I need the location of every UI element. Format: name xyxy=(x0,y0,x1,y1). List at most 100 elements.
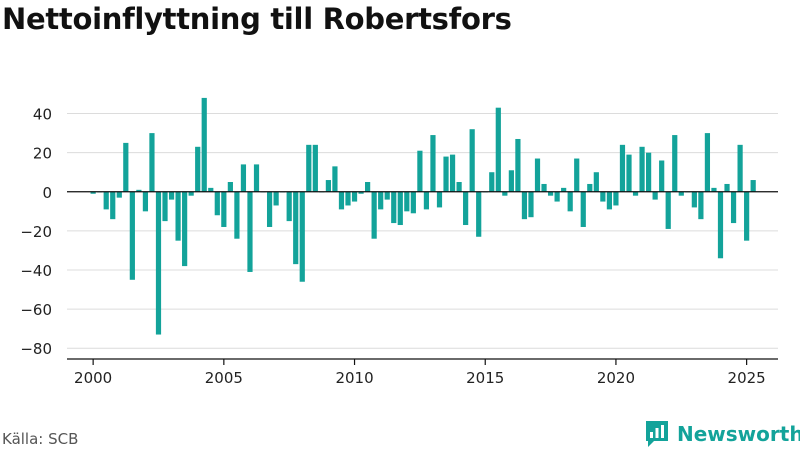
bar xyxy=(515,138,521,192)
x-tick-label: 2025 xyxy=(728,369,766,387)
bar xyxy=(744,191,750,241)
bar xyxy=(332,166,338,192)
bar xyxy=(306,144,312,192)
bar xyxy=(378,191,384,210)
y-tick-label: 20 xyxy=(33,145,52,163)
x-tick-label: 2015 xyxy=(466,369,504,387)
y-tick-label: 0 xyxy=(42,184,52,202)
bar xyxy=(247,191,253,272)
bar xyxy=(338,191,345,210)
bar xyxy=(750,180,756,192)
bar xyxy=(384,191,390,200)
bar xyxy=(626,154,632,192)
bar xyxy=(711,187,717,192)
bar xyxy=(436,191,443,208)
bar xyxy=(574,158,580,192)
bar xyxy=(639,146,645,192)
bar xyxy=(665,191,671,229)
y-axis-labels: 40 20 0 −20 −40 −60 −80 xyxy=(20,106,52,359)
bar xyxy=(724,183,730,192)
y-tick-label: −40 xyxy=(20,262,52,280)
bar xyxy=(476,191,482,237)
bar xyxy=(162,191,168,222)
newsworthy-logo-icon xyxy=(646,421,668,447)
bar xyxy=(417,150,423,192)
bar xyxy=(266,191,273,227)
bar xyxy=(547,191,554,196)
bar xyxy=(175,191,181,241)
bar xyxy=(142,191,149,212)
bar xyxy=(240,164,247,192)
bar xyxy=(737,144,743,192)
x-axis: 2000 2005 2010 2015 2020 2025 xyxy=(67,358,778,387)
bar xyxy=(149,133,155,192)
bar xyxy=(495,107,501,192)
y-tick-label: 40 xyxy=(33,106,52,124)
bar xyxy=(600,191,606,202)
chart-title: Nettoinflyttning till Robertsfors xyxy=(2,2,512,36)
bar xyxy=(123,142,129,192)
y-tick-label: −60 xyxy=(20,301,52,319)
bar xyxy=(253,164,260,192)
brand-name: Newsworthy xyxy=(677,422,800,446)
x-tick-label: 2005 xyxy=(205,369,243,387)
bar xyxy=(234,191,240,239)
bar xyxy=(351,191,358,202)
bar xyxy=(423,191,430,210)
bar xyxy=(286,191,292,222)
bar xyxy=(554,191,560,202)
bar xyxy=(345,191,351,206)
bar xyxy=(704,133,711,192)
bar xyxy=(691,191,697,208)
bar xyxy=(659,160,665,192)
bar xyxy=(325,180,331,192)
bar xyxy=(469,129,475,192)
bar xyxy=(521,191,528,220)
bar xyxy=(136,189,142,192)
bar xyxy=(358,191,364,194)
bar xyxy=(678,191,684,196)
bar xyxy=(103,191,109,210)
newsworthy-brand: Newsworthy xyxy=(644,419,800,449)
bar xyxy=(508,170,514,192)
bar xyxy=(456,182,462,192)
bar xyxy=(430,135,436,192)
bar xyxy=(195,146,201,192)
bar xyxy=(391,191,397,224)
bar xyxy=(593,172,599,192)
y-tick-label: −80 xyxy=(20,340,52,358)
bar xyxy=(312,144,318,192)
bar xyxy=(587,183,593,192)
bar xyxy=(404,191,410,212)
bar xyxy=(221,191,227,227)
bar xyxy=(613,191,619,206)
bar-chart: 2000 2005 2010 2015 2020 2025 40 20 0 −20 −40 −60 −… xyxy=(20,97,778,387)
bar xyxy=(410,191,416,214)
bar xyxy=(561,187,567,192)
bar xyxy=(116,191,122,198)
bar xyxy=(606,191,612,210)
bar xyxy=(541,183,547,192)
x-tick-label: 2020 xyxy=(597,369,635,387)
bar xyxy=(567,191,573,212)
bar xyxy=(717,191,724,259)
bar xyxy=(293,191,299,265)
bar xyxy=(371,191,377,239)
grid-lines xyxy=(67,113,778,349)
bar xyxy=(110,191,116,220)
y-tick-label: −20 xyxy=(20,223,52,241)
bar xyxy=(182,191,188,267)
bar xyxy=(449,154,456,192)
bar xyxy=(188,191,194,196)
bar xyxy=(155,191,162,335)
bar xyxy=(672,135,678,192)
bar xyxy=(528,191,534,218)
source-note: Källa: SCB xyxy=(2,430,79,448)
bar xyxy=(580,191,586,227)
x-tick-label: 2010 xyxy=(335,369,373,387)
bar xyxy=(652,191,658,200)
bar xyxy=(443,156,449,192)
bar xyxy=(208,187,214,192)
bar xyxy=(619,144,626,192)
bar xyxy=(730,191,737,224)
